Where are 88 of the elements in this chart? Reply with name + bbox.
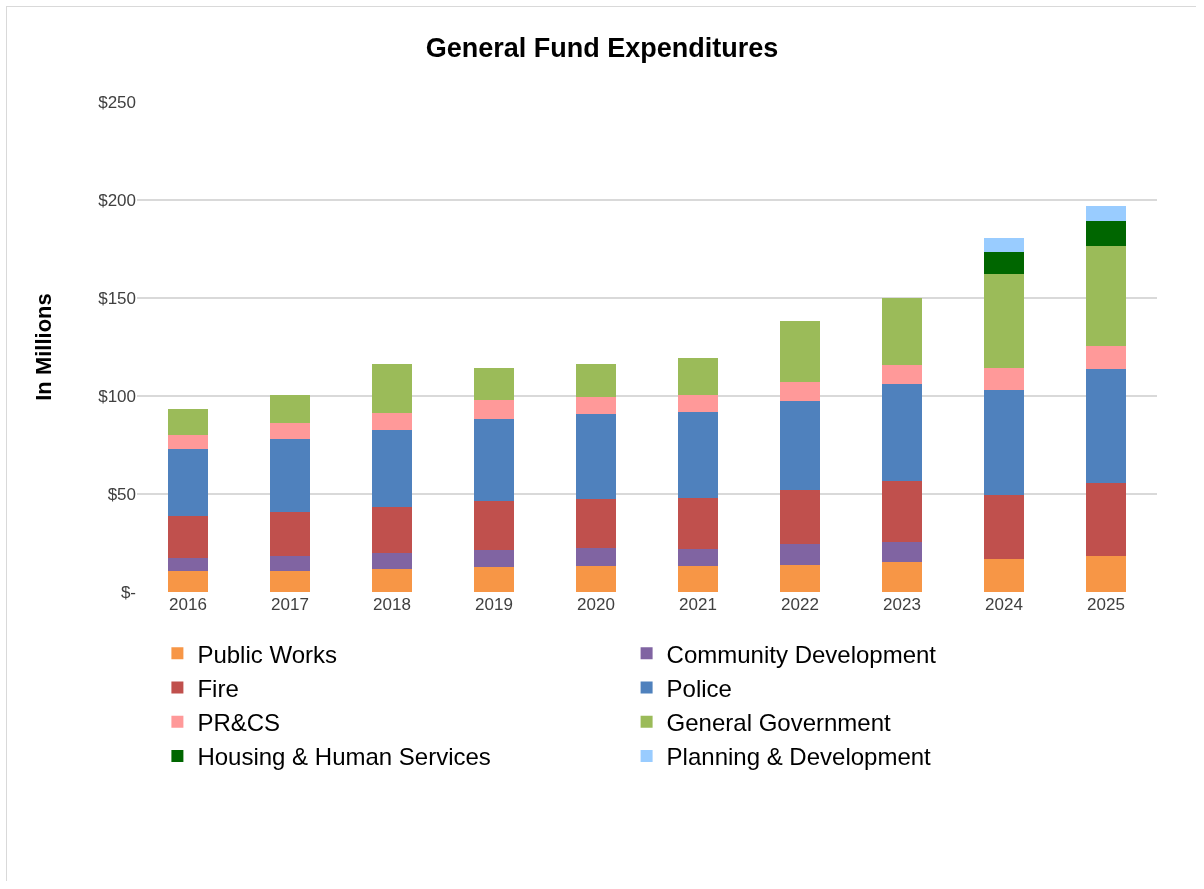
legend-label: Fire: [197, 674, 239, 702]
bar: [575, 364, 617, 397]
x-tick-label: 2023: [883, 595, 921, 614]
bar: [167, 571, 209, 592]
bar: [473, 400, 515, 419]
bar: [677, 566, 719, 592]
bar: [881, 542, 923, 563]
x-tick-label: 2021: [679, 595, 717, 614]
bar: [575, 566, 617, 592]
bar: [881, 383, 923, 482]
bar: [575, 499, 617, 548]
legend-label: PR&CS: [197, 709, 281, 737]
bar: [473, 549, 515, 567]
bar: [677, 548, 719, 567]
bar: [473, 367, 515, 401]
bar: [371, 412, 413, 431]
x-tick-label: 2024: [985, 595, 1023, 614]
bar: [983, 367, 1025, 390]
bar: [167, 515, 209, 559]
x-tick-label: 2016: [169, 595, 207, 614]
y-tick-label: $250: [98, 92, 136, 112]
bar: [167, 449, 209, 516]
bar: [1085, 206, 1127, 221]
y-tick-label: $-: [120, 582, 136, 602]
bar: [677, 395, 719, 412]
bar: [575, 396, 617, 414]
bar: [983, 274, 1025, 368]
x-tick-label: 2022: [781, 595, 819, 614]
x-tick-label: 2019: [475, 595, 513, 614]
legend-label: Housing & Human Services: [197, 743, 491, 771]
bar: [1085, 555, 1127, 592]
bar: [677, 498, 719, 549]
bar: [983, 237, 1025, 252]
bar: [779, 382, 821, 402]
bar: [575, 413, 617, 500]
legend-label: Community Development: [666, 640, 937, 668]
bar: [983, 494, 1025, 559]
x-tick-label: 2020: [577, 595, 615, 614]
bar: [371, 430, 413, 508]
bar: [269, 394, 311, 423]
bar: [1085, 345, 1127, 370]
bar: [371, 364, 413, 413]
chart-title: General Fund Expenditures: [425, 32, 779, 63]
bar: [779, 543, 821, 565]
y-tick-label: $150: [98, 288, 136, 308]
bar: [1085, 246, 1127, 346]
bar: [575, 547, 617, 567]
bar: [269, 438, 311, 512]
y-tick-label: $200: [98, 190, 136, 210]
bar: [167, 558, 209, 572]
bar: [1085, 220, 1127, 247]
bar: [167, 408, 209, 436]
bar: [473, 501, 515, 550]
bar: [269, 570, 311, 592]
bar: [881, 298, 923, 365]
bar: [269, 422, 311, 439]
bar: [677, 358, 719, 396]
bar: [167, 435, 209, 450]
bar: [269, 555, 311, 571]
bar: [779, 321, 821, 383]
bar: [677, 411, 719, 499]
bar: [371, 552, 413, 569]
bar: [881, 562, 923, 592]
y-axis-title: In Millions: [30, 293, 56, 401]
bar: [473, 566, 515, 592]
x-tick-label: 2017: [271, 595, 309, 614]
bar: [983, 389, 1025, 495]
x-tick-label: 2025: [1087, 595, 1125, 614]
legend-label: Police: [666, 674, 732, 702]
bar: [779, 489, 821, 544]
bar: [473, 418, 515, 502]
bar: [779, 401, 821, 490]
bar: [1085, 482, 1127, 556]
legend-label: Public Works: [197, 640, 337, 668]
bar: [983, 558, 1025, 592]
bar: [881, 481, 923, 543]
bar: [881, 364, 923, 384]
bar: [1085, 369, 1127, 483]
legend-label: Planning & Development: [666, 743, 932, 771]
bar: [269, 511, 311, 556]
bar: [371, 568, 413, 592]
y-tick-label: $100: [98, 386, 136, 406]
bar: [983, 251, 1025, 275]
bar: [779, 564, 821, 592]
bar: [371, 507, 413, 553]
y-tick-label: $50: [107, 484, 136, 504]
legend-label: General Government: [666, 709, 892, 737]
x-tick-label: 2018: [373, 595, 411, 614]
